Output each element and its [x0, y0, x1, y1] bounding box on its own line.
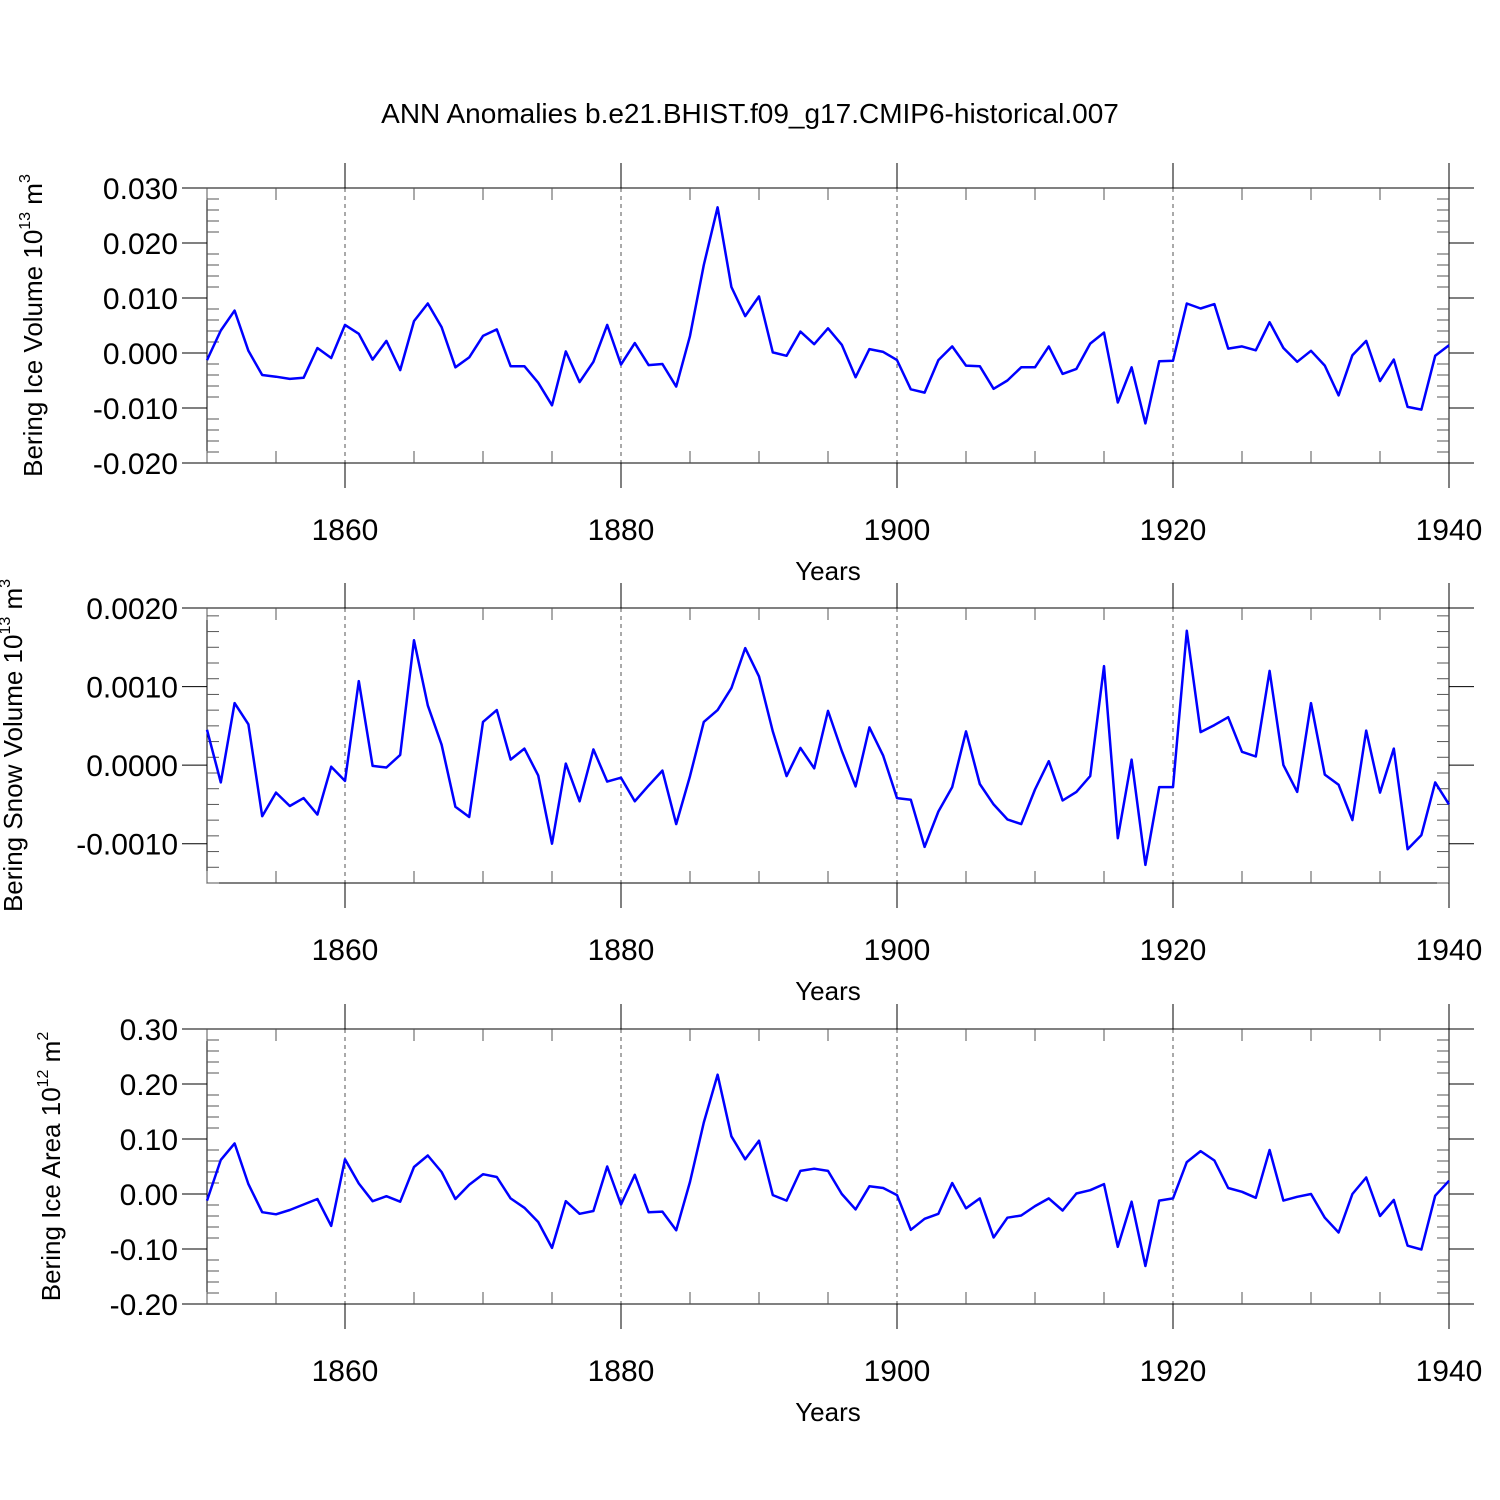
panel-ice-volume: -0.020 -0.010 0.000 0.010 0.020 0.030 1860 1880… — [17, 163, 1482, 586]
panel-snow-volume: -0.0010 0.0000 0.0010 0.0020 1860 1880 1900 192… — [0, 579, 1482, 1006]
panel-ice-area: -0.20 -0.10 0.00 0.10 0.20 0.30 1860 1880 1900 19… — [35, 1004, 1482, 1427]
y-tick-label: 0.000 — [103, 338, 178, 371]
x-tick-label: 1860 — [312, 934, 379, 967]
y-tick-label: 0.0020 — [86, 593, 178, 626]
x-axis-title: Years — [795, 556, 861, 586]
y-tick-label: -0.010 — [93, 393, 178, 426]
series-line — [205, 206, 1450, 425]
y-tick-label: 0.010 — [103, 283, 178, 316]
y-tick-label: 0.10 — [120, 1124, 178, 1157]
x-axis-title: Years — [795, 976, 861, 1006]
x-tick-label: 1940 — [1416, 514, 1483, 547]
y-tick-label: -0.20 — [110, 1289, 178, 1322]
x-tick-label: 1900 — [864, 514, 931, 547]
x-axis-title: Years — [795, 1397, 861, 1427]
y-tick-label: 0.0010 — [86, 672, 178, 705]
figure-title: ANN Anomalies b.e21.BHIST.f09_g17.CMIP6-… — [381, 98, 1119, 129]
x-tick-label: 1920 — [1140, 514, 1207, 547]
plot-frame — [206, 607, 1450, 884]
x-tick-label: 1920 — [1140, 1355, 1207, 1388]
y-tick-label: 0.020 — [103, 228, 178, 261]
y-tick-label: 0.0000 — [86, 750, 178, 783]
y-axis-title: Bering Ice Volume 1013 m3 — [17, 174, 48, 477]
y-tick-label: 0.00 — [120, 1179, 178, 1212]
x-tick-label: 1880 — [588, 514, 655, 547]
y-tick-label: -0.020 — [93, 448, 178, 481]
x-tick-label: 1940 — [1416, 1355, 1483, 1388]
y-axis-title: Bering Ice Area 1012 m2 — [35, 1032, 66, 1302]
x-tick-label: 1940 — [1416, 934, 1483, 967]
y-tick-label: 0.030 — [103, 173, 178, 206]
x-tick-label: 1860 — [312, 1355, 379, 1388]
series-line — [205, 629, 1451, 867]
y-tick-label: -0.10 — [110, 1234, 178, 1267]
series-line — [205, 1073, 1450, 1268]
x-tick-label: 1860 — [312, 514, 379, 547]
plot-frame — [206, 187, 1450, 464]
y-axis-title: Bering Snow Volume 1013 m3 — [0, 579, 28, 912]
x-tick-label: 1880 — [588, 934, 655, 967]
x-tick-label: 1920 — [1140, 934, 1207, 967]
x-tick-label: 1900 — [864, 1355, 931, 1388]
y-tick-label: -0.0010 — [76, 829, 178, 862]
x-tick-label: 1900 — [864, 934, 931, 967]
x-tick-label: 1880 — [588, 1355, 655, 1388]
plot-frame — [206, 1028, 1450, 1305]
y-tick-label: 0.30 — [120, 1014, 178, 1047]
y-tick-label: 0.20 — [120, 1069, 178, 1102]
